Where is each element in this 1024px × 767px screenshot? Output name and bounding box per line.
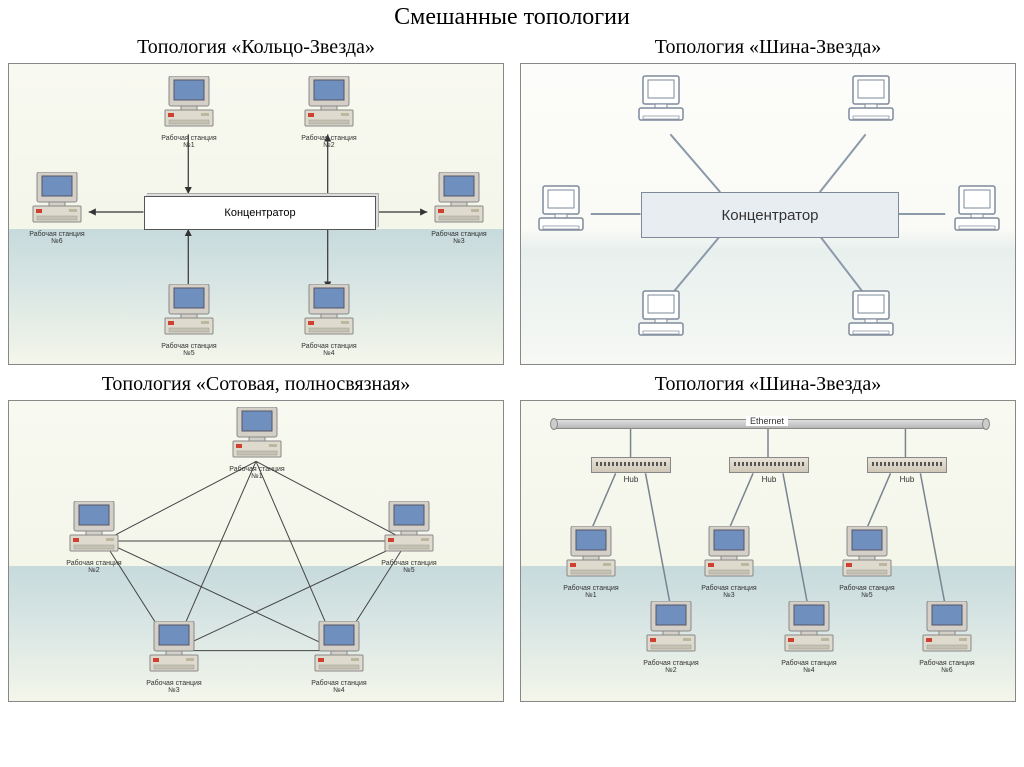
hub-device-icon	[729, 457, 809, 473]
cell-bus-star-top: Топология «Шина-Звезда» Концентратор	[512, 36, 1024, 373]
hub-device-icon	[867, 457, 947, 473]
panel-ring-star: Концентратор Рабочая станция №1 Рабочая …	[8, 63, 504, 365]
hub-device-icon	[591, 457, 671, 473]
hub-small: Hub	[729, 457, 809, 484]
workstation: Рабочая станция №1	[227, 407, 287, 480]
main-title: Смешанные топологии	[0, 0, 1024, 31]
title-bus-star-bottom: Топология «Шина-Звезда»	[512, 373, 1024, 396]
hub-label: Hub	[591, 475, 671, 484]
panel-mesh: Рабочая станция №1 Рабочая станция №2 Ра…	[8, 400, 504, 702]
hub-small: Hub	[591, 457, 671, 484]
workstation: Рабочая станция №1	[561, 526, 621, 599]
workstation: Рабочая станция №5	[379, 501, 439, 574]
workstation: Рабочая станция №5	[159, 284, 219, 357]
workstation	[841, 289, 901, 344]
workstation: Рабочая станция №2	[299, 76, 359, 149]
cell-mesh: Топология «Сотовая, полносвязная»	[0, 373, 512, 710]
ring-star-hub: Концентратор	[144, 196, 376, 230]
cell-bus-star-bottom: Топология «Шина-Звезда»	[512, 373, 1024, 710]
workstation: Рабочая станция №5	[837, 526, 897, 599]
hub-small: Hub	[867, 457, 947, 484]
ethernet-label: Ethernet	[746, 416, 788, 426]
title-bus-star-top: Топология «Шина-Звезда»	[512, 36, 1024, 59]
topology-grid: Топология «Кольцо-Звезда»	[0, 36, 1024, 710]
workstation: Рабочая станция №3	[699, 526, 759, 599]
cell-ring-star: Топология «Кольцо-Звезда»	[0, 36, 512, 373]
hub-label: Hub	[867, 475, 947, 484]
hub-label: Hub	[729, 475, 809, 484]
workstation	[531, 184, 591, 239]
workstation: Рабочая станция №3	[429, 172, 489, 245]
title-mesh: Топология «Сотовая, полносвязная»	[0, 373, 512, 396]
bus-star-top-hub-label: Концентратор	[721, 207, 818, 224]
workstation: Рабочая станция №6	[27, 172, 87, 245]
ring-star-hub-label: Концентратор	[224, 207, 295, 219]
workstation: Рабочая станция №3	[144, 621, 204, 694]
workstation	[947, 184, 1007, 239]
workstation	[631, 289, 691, 344]
panel-bus-star-bottom: Ethernet Hub Hub Hub Рабочая станция №1	[520, 400, 1016, 702]
panel-bus-star-top: Концентратор	[520, 63, 1016, 365]
workstation: Рабочая станция №4	[779, 601, 839, 674]
workstation: Рабочая станция №2	[64, 501, 124, 574]
workstation: Рабочая станция №4	[309, 621, 369, 694]
workstation	[841, 74, 901, 129]
workstation	[631, 74, 691, 129]
title-ring-star: Топология «Кольцо-Звезда»	[0, 36, 512, 59]
workstation: Рабочая станция №6	[917, 601, 977, 674]
bus-star-top-hub: Концентратор	[641, 192, 899, 238]
workstation: Рабочая станция №4	[299, 284, 359, 357]
workstation: Рабочая станция №2	[641, 601, 701, 674]
workstation: Рабочая станция №1	[159, 76, 219, 149]
